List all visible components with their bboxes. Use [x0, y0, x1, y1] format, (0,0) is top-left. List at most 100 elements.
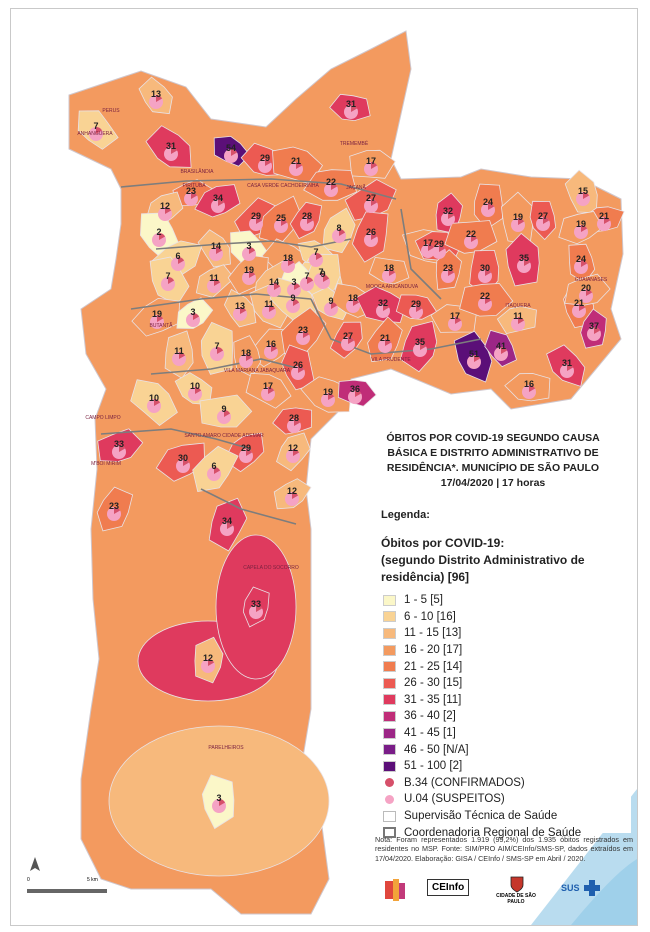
- confirmed-pie-slice: [488, 202, 495, 210]
- confirmed-pie-slice: [316, 252, 323, 260]
- title-line-1: ÓBITOS POR COVID-19 SEGUNDO CAUSA: [386, 432, 600, 444]
- confirmed-pie-slice: [96, 126, 103, 134]
- source-note: Nota: Foram representados 1.919 (99,2%) …: [375, 835, 633, 863]
- district-count-label: 8: [336, 223, 341, 233]
- confirmed-pie-slice: [231, 148, 238, 156]
- confirmed-pie-slice: [420, 342, 427, 350]
- confirmed-pie-slice: [292, 491, 299, 499]
- district-count-label: 41: [496, 341, 506, 351]
- district-count-label: 26: [366, 227, 376, 237]
- district-area: [280, 307, 327, 355]
- confirmed-pie-slice: [191, 191, 198, 199]
- district-count-label: 22: [326, 177, 336, 187]
- legend-swatch: [383, 661, 396, 673]
- confirmed-pie-slice: [307, 276, 314, 284]
- legend-classes: 1 - 5 [5] 6 - 10 [16] 11 - 15 [13] 16 - 20 …: [373, 592, 631, 775]
- legend-lines: Supervisão Técnica de Saúde Coordenadoria…: [373, 808, 631, 841]
- district-count-label: 25: [276, 213, 286, 223]
- place-name-label: CAMPO LIMPO: [85, 415, 120, 421]
- legend-subtitle-line-2: (segundo Distrito Administrativo de: [381, 553, 585, 567]
- confirmed-pie-slice: [348, 336, 355, 344]
- district-count-label: 31: [562, 358, 572, 368]
- confirmed-pie-slice: [293, 298, 300, 306]
- district-count-label: 21: [291, 156, 301, 166]
- district-count-label: 18: [384, 263, 394, 273]
- confirmed-pie-slice: [303, 330, 310, 338]
- confirmed-pie-slice: [265, 158, 272, 166]
- district-count-label: 31: [166, 141, 176, 151]
- confirmed-pie-slice: [214, 466, 221, 474]
- confirmed-pie-slice: [323, 274, 330, 282]
- confirmed-pie-slice: [471, 234, 478, 242]
- confirmed-pie-slice: [371, 232, 378, 240]
- district-count-label: 29: [434, 239, 444, 249]
- legend-subtitle-line-3: residência) [96]: [381, 570, 470, 584]
- sus-cross-icon: [584, 880, 600, 896]
- place-name-label: VILA PRUDENTE: [371, 357, 411, 363]
- confirmed-pie-slice: [178, 256, 185, 264]
- district-count-label: 3: [216, 793, 221, 803]
- district-count-label: 22: [466, 229, 476, 239]
- district-count-label: 3: [246, 241, 251, 251]
- district-count-label: 27: [538, 211, 548, 221]
- confirmed-pie-slice: [208, 658, 215, 666]
- legend-line-label: Coordenadoria Regional de Saúde: [404, 826, 582, 839]
- district-count-label: 33: [251, 599, 261, 609]
- legend-symbol-label: B.34 (CONFIRMADOS): [404, 776, 525, 789]
- legend-class-row: 16 - 20 [17]: [373, 642, 631, 659]
- district-count-label: 17: [263, 381, 273, 391]
- legend-class-label: 51 - 100 [2]: [404, 760, 463, 773]
- legend-swatch: [383, 760, 396, 772]
- legend-class-label: 16 - 20 [17]: [404, 644, 463, 657]
- confirmed-pie-slice: [581, 259, 588, 267]
- confirmed-pie-slice: [518, 217, 525, 225]
- title-line-4: 17/04/2020 | 17 horas: [440, 477, 546, 489]
- confirmed-pie-slice: [594, 326, 601, 334]
- district-count-label: 12: [288, 443, 298, 453]
- confirmed-pie-slice: [579, 303, 586, 311]
- district-count-label: 31: [346, 99, 356, 109]
- confirmed-pie-slice: [269, 304, 276, 312]
- sus-logo: SUS: [561, 883, 580, 893]
- district-count-label: 6: [211, 461, 216, 471]
- confirmed-pie-slice: [385, 338, 392, 346]
- confirmed-pie-slice: [168, 276, 175, 284]
- district-count-label: 28: [289, 413, 299, 423]
- district-count-label: 28: [302, 211, 312, 221]
- confirmed-pie-slice: [256, 604, 263, 612]
- legend-class-label: 26 - 30 [15]: [404, 677, 463, 690]
- district-count-label: 6: [175, 251, 180, 261]
- scale-end-label: 5 km: [87, 877, 98, 883]
- legend-class-row: 31 - 35 [11]: [373, 692, 631, 709]
- confirmed-pie-slice: [339, 228, 346, 236]
- district-count-label: 21: [574, 298, 584, 308]
- legend-class-label: 6 - 10 [16]: [404, 610, 456, 623]
- legend-line-swatch: [383, 810, 396, 822]
- confirmed-pie-slice: [389, 268, 396, 276]
- confirmed-pie-slice: [249, 246, 256, 254]
- district-count-label: 9: [328, 296, 333, 306]
- confirmed-pie-slice: [293, 448, 300, 456]
- confirmed-pie-slice: [428, 243, 435, 251]
- confirmed-pie-slice: [268, 386, 275, 394]
- district-count-label: 29: [241, 443, 251, 453]
- district-count-label: 19: [323, 387, 333, 397]
- confirmed-pie-slice: [439, 244, 446, 252]
- confirmed-pie-slice: [485, 296, 492, 304]
- district-count-label: 7: [93, 121, 98, 131]
- confirmed-pie-slice: [371, 161, 378, 169]
- confirmed-pie-slice: [114, 506, 121, 514]
- smsp-emblem-icon: [385, 879, 405, 901]
- district-count-label: 7: [318, 267, 323, 277]
- place-name-label: JAÇANÃ: [346, 184, 366, 191]
- district-count-label: 3: [291, 277, 296, 287]
- legend-class-label: 41 - 45 [1]: [404, 727, 456, 740]
- district-count-label: 30: [480, 263, 490, 273]
- confirmed-pie-slice: [156, 94, 163, 102]
- legend-class-label: 46 - 50 [N/A]: [404, 743, 469, 756]
- place-name-label: ANHANGUERA: [77, 131, 113, 137]
- confirmed-pie-slice: [383, 303, 390, 311]
- confirmed-pie-slice: [328, 392, 335, 400]
- confirmed-pie-slice: [543, 216, 550, 224]
- place-name-label: CASA VERDE CACHOEIRINHA: [247, 183, 319, 189]
